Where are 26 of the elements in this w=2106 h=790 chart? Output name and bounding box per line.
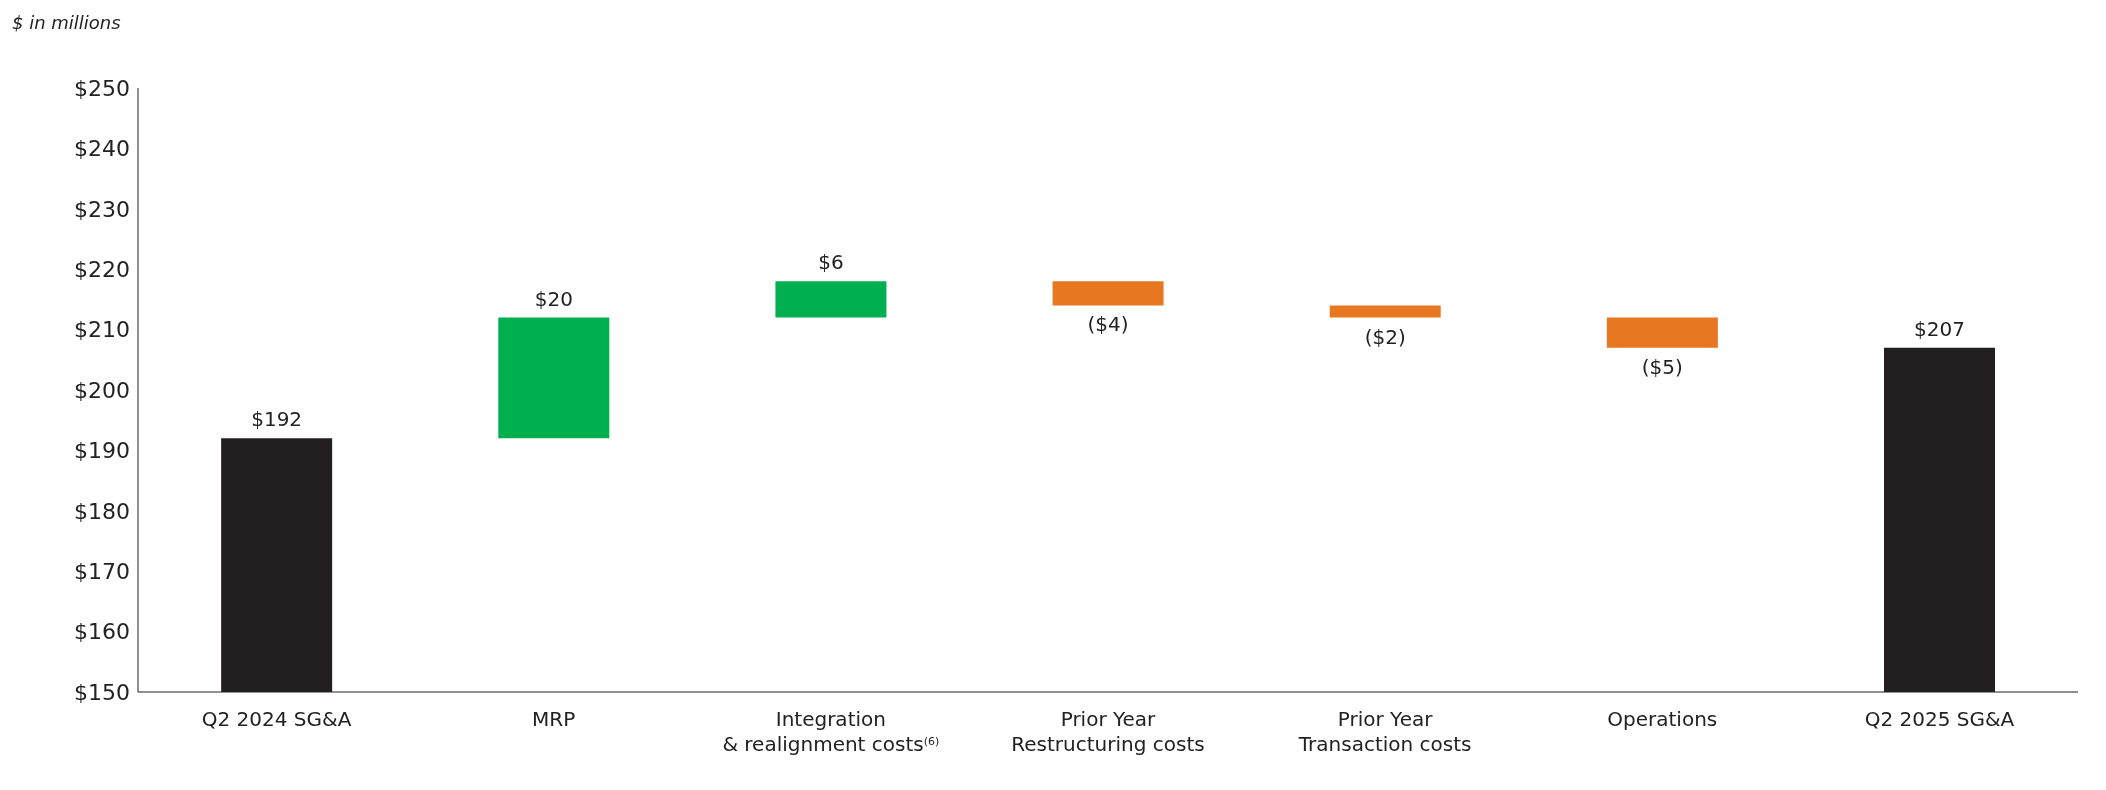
data-label: $6 xyxy=(818,250,844,275)
x-tick-label: Prior Year Restructuring costs xyxy=(1011,707,1205,756)
y-tick-label: $230 xyxy=(74,196,130,222)
y-tick-label: $200 xyxy=(74,377,130,403)
x-tick-label: Prior Year Transaction costs xyxy=(1297,707,1472,756)
x-tick-label: MRP xyxy=(532,707,576,731)
y-tick-label: $160 xyxy=(74,619,130,645)
data-label: ($2) xyxy=(1364,324,1406,349)
y-tick-label: $240 xyxy=(74,136,130,162)
y-tick-label: $210 xyxy=(74,317,130,343)
y-tick-label: $220 xyxy=(74,257,130,283)
x-tick-label: Operations xyxy=(1607,707,1718,731)
data-label: $20 xyxy=(534,286,573,311)
y-tick-label: $190 xyxy=(74,438,130,464)
x-tick-label: Q2 2024 SG&A xyxy=(201,707,352,731)
data-label: ($4) xyxy=(1087,312,1129,337)
data-label: $207 xyxy=(1914,316,1965,341)
y-tick-label: $170 xyxy=(74,559,130,585)
data-label: ($5) xyxy=(1641,354,1683,379)
y-tick-label: $180 xyxy=(74,498,130,524)
x-tick-label: Q2 2025 SG&A xyxy=(1864,707,2015,731)
y-axis-title: $ in millions xyxy=(12,12,121,33)
y-tick-label: $250 xyxy=(74,75,130,101)
data-label: $192 xyxy=(251,407,303,432)
x-tick-label: Integration & realignment costs$^{(6)}$ xyxy=(722,707,940,756)
y-tick-label: $150 xyxy=(74,679,130,705)
